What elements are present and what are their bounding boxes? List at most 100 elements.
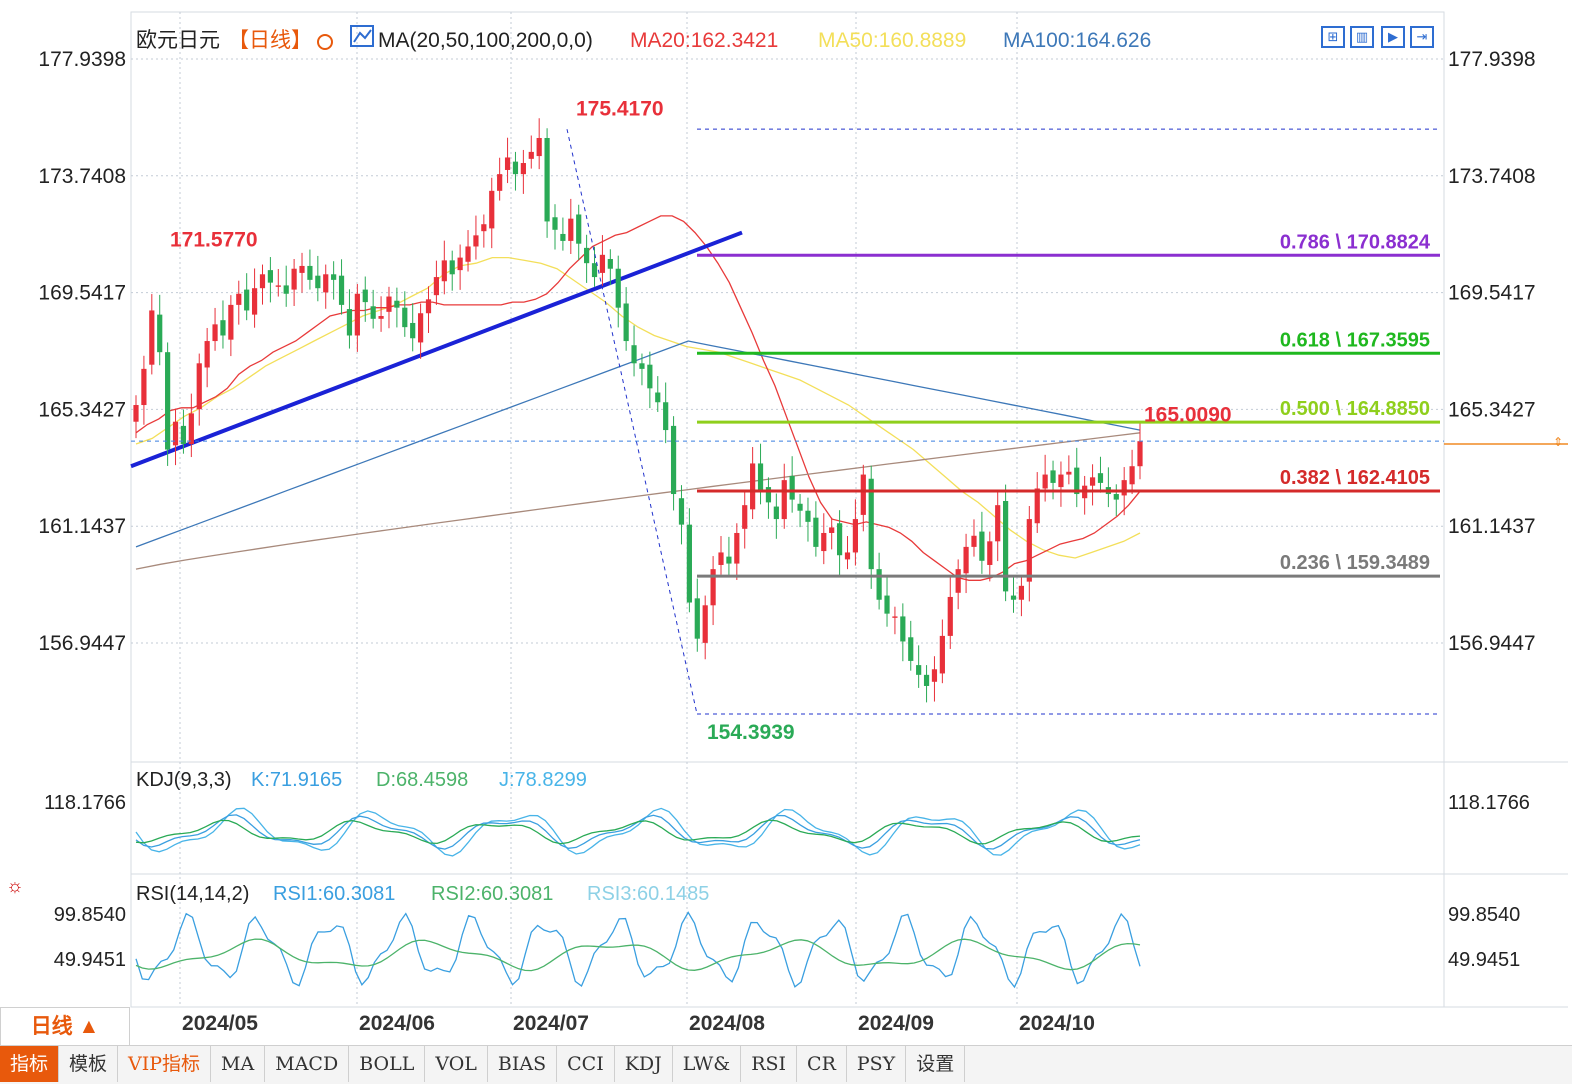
candle-body [1137,441,1143,467]
candle-body [346,309,353,336]
candle-body [836,523,843,556]
rsi-1-value: RSI1:60.3081 [273,883,395,905]
y-tick-label-left: 165.3427 [38,398,126,421]
last-price-marker-icon: ⇕ [1553,435,1563,449]
candle-body [971,535,977,547]
tab-ma[interactable]: MA [211,1046,266,1082]
candle-body [1034,488,1040,524]
candle-body [378,316,384,319]
candle-body [552,217,558,230]
candle-body [370,306,376,319]
candle-body [220,320,226,336]
candle-body [236,293,242,305]
tab-vol[interactable]: VOL [425,1046,488,1082]
candle-body [1066,471,1072,475]
tab-macd[interactable]: MACD [265,1046,350,1082]
legend-ma20: MA20:162.3421 [630,29,778,52]
candle-body [584,247,590,264]
tab-boll[interactable]: BOLL [349,1046,426,1082]
candle-body [995,505,1001,542]
play-icon[interactable]: ▶ [1381,26,1405,48]
candle-body [157,314,163,353]
candle-body [441,260,447,282]
candle-body [465,246,471,262]
candle-body [331,274,337,280]
legend-symbol: 欧元日元 [136,29,220,52]
period-selector[interactable]: 日线 ▲ [0,1007,130,1046]
y-tick-label-left: 173.7408 [38,165,126,188]
tab-templates[interactable]: 模板 [59,1046,119,1082]
candle-body [797,503,803,511]
tab-cr[interactable]: CR [797,1046,847,1082]
candle-body [615,268,621,308]
fib-label: 0.786 \ 170.8824 [1280,231,1431,253]
candle-body [386,296,392,312]
candle-body [504,157,511,170]
ma50-line [135,256,1141,559]
tab-vip-indicators[interactable]: VIP指标 [118,1046,212,1082]
legend-ma100: MA100:164.626 [1003,29,1151,52]
candle-body [228,304,234,340]
candle-body [251,288,258,315]
kdj-d-value: D:68.4598 [376,769,468,791]
candle-body [1050,470,1056,483]
candle-body [599,254,606,273]
candle-body [900,616,906,642]
candle-body [726,556,732,564]
candle-body [908,637,914,661]
candle-body [196,363,202,410]
indicator-toolbar: 指标 模板 VIP指标 MA MACD BOLL VOL BIAS CCI KD… [0,1045,1572,1084]
zoom-in-icon[interactable]: ⊞ [1321,26,1345,48]
candle-body [512,161,519,175]
candle-body [686,524,692,603]
grid-layer: 177.9398 177.9398 173.7408 173.7408 169.5417… [38,12,1536,1035]
chart-mode-icon[interactable]: ▥ [1350,26,1374,48]
legend-ma50: MA50:160.8889 [818,29,966,52]
tab-indicators[interactable]: 指标 [0,1046,60,1082]
candle-body [362,289,368,303]
candle-body [544,137,550,222]
forward-icon[interactable]: ⇥ [1410,26,1434,48]
candle-body [417,313,424,343]
candle-body [678,498,685,525]
candle-body [457,257,463,271]
candle-body [244,289,250,311]
candle-body [410,322,416,339]
candle-body [813,517,819,547]
tab-rsi[interactable]: RSI [741,1046,798,1082]
tab-bias[interactable]: BIAS [488,1046,558,1082]
x-tick-label: 2024/10 [1019,1012,1095,1035]
annotation-last: 165.0090 [1144,404,1232,427]
candle-body [663,402,669,431]
candle-body [354,293,360,336]
legend-ma-params: MA(20,50,100,200,0,0) [378,29,593,52]
rsi-label: RSI(14,14,2) [136,883,249,905]
tab-cci[interactable]: CCI [557,1046,615,1082]
y-tick-label-right: 169.5417 [1448,282,1536,305]
candle-body [307,265,313,280]
tab-kdj[interactable]: KDJ [615,1046,673,1082]
kdj-panel [135,807,1141,857]
annotations: 175.4170 171.5770 154.3939 165.0090 [170,98,1232,744]
candle-body [694,598,700,639]
candle-body [149,310,155,365]
candle-body [702,605,708,643]
indicator-settings-icon[interactable] [350,25,374,47]
candle-body [821,532,827,552]
fib-label: 0.236 \ 159.3489 [1280,552,1430,574]
candle-body [188,413,194,444]
y-tick-label-right: 177.9398 [1448,48,1536,71]
gear-icon[interactable]: ☼ [6,876,24,897]
tab-lw[interactable]: LW& [673,1046,742,1082]
candle-body [591,263,598,278]
tab-settings[interactable]: 设置 [906,1046,966,1082]
tab-psy[interactable]: PSY [847,1046,907,1082]
lock-icon[interactable] [317,34,333,50]
candle-body [315,275,321,289]
candle-body [1113,494,1119,500]
candle-body [655,392,661,403]
candle-body [923,674,930,686]
candle-body [212,324,218,342]
rsi-3-value: RSI3:60.1485 [587,883,709,905]
